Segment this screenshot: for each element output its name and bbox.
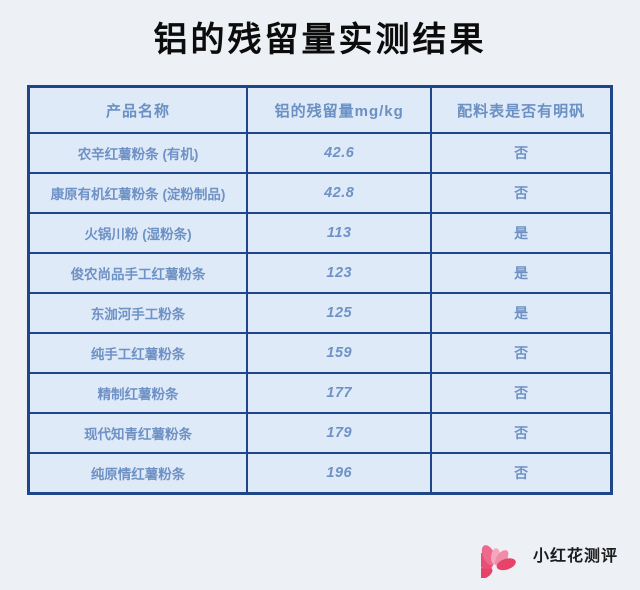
aluminum-value-cell: 179: [246, 412, 433, 454]
product-name-cell: 火锅川粉 (湿粉条): [27, 212, 249, 254]
brand-name: 小红花测评: [532, 548, 618, 565]
brand-logo: 小红花测评: [480, 530, 618, 578]
table-row: 纯手工红薯粉条 159 否: [27, 332, 613, 374]
aluminum-value-cell: 125: [246, 292, 433, 334]
alum-flag-cell: 否: [430, 132, 613, 174]
results-table: 产品名称 铝的残留量mg/kg 配料表是否有明矾 农辛红薯粉条 (有机) 42.…: [27, 85, 613, 495]
header-row: 产品名称 铝的残留量mg/kg 配料表是否有明矾: [27, 85, 613, 134]
page-title: 铝的残留量实测结果: [153, 21, 487, 59]
product-name-cell: 东泇河手工粉条: [27, 292, 249, 334]
alum-flag-cell: 是: [430, 292, 613, 334]
product-name-cell: 康原有机红薯粉条 (淀粉制品): [27, 172, 249, 214]
table-row: 纯原情红薯粉条 196 否: [27, 452, 613, 495]
alum-flag-cell: 否: [430, 372, 613, 414]
table-row: 现代知青红薯粉条 179 否: [27, 412, 613, 454]
flower-icon: [480, 545, 516, 578]
product-name-cell: 精制红薯粉条: [27, 372, 249, 414]
table-row: 康原有机红薯粉条 (淀粉制品) 42.8 否: [27, 172, 613, 214]
table-row: 火锅川粉 (湿粉条) 113 是: [27, 212, 613, 254]
aluminum-value-cell: 113: [246, 212, 433, 254]
aluminum-value-cell: 196: [246, 452, 433, 495]
col-header-product: 产品名称: [27, 85, 249, 134]
product-name-cell: 俊农尚品手工红薯粉条: [27, 252, 249, 294]
aluminum-value-cell: 42.8: [246, 172, 433, 214]
aluminum-value-cell: 177: [246, 372, 433, 414]
table-row: 俊农尚品手工红薯粉条 123 是: [27, 252, 613, 294]
product-name-cell: 纯原情红薯粉条: [27, 452, 249, 495]
table-row: 农辛红薯粉条 (有机) 42.6 否: [27, 132, 613, 174]
aluminum-value-cell: 123: [246, 252, 433, 294]
alum-flag-cell: 是: [430, 252, 613, 294]
aluminum-value-cell: 159: [246, 332, 433, 374]
col-header-aluminum: 铝的残留量mg/kg: [246, 85, 433, 134]
col-header-alum-flag: 配料表是否有明矾: [430, 85, 613, 134]
table-row: 精制红薯粉条 177 否: [27, 372, 613, 414]
product-name-cell: 纯手工红薯粉条: [27, 332, 249, 374]
table-row: 东泇河手工粉条 125 是: [27, 292, 613, 334]
alum-flag-cell: 否: [430, 452, 613, 495]
product-name-cell: 农辛红薯粉条 (有机): [27, 132, 249, 174]
alum-flag-cell: 否: [430, 412, 613, 454]
alum-flag-cell: 是: [430, 212, 613, 254]
product-name-cell: 现代知青红薯粉条: [27, 412, 249, 454]
aluminum-value-cell: 42.6: [246, 132, 433, 174]
alum-flag-cell: 否: [430, 332, 613, 374]
alum-flag-cell: 否: [430, 172, 613, 214]
